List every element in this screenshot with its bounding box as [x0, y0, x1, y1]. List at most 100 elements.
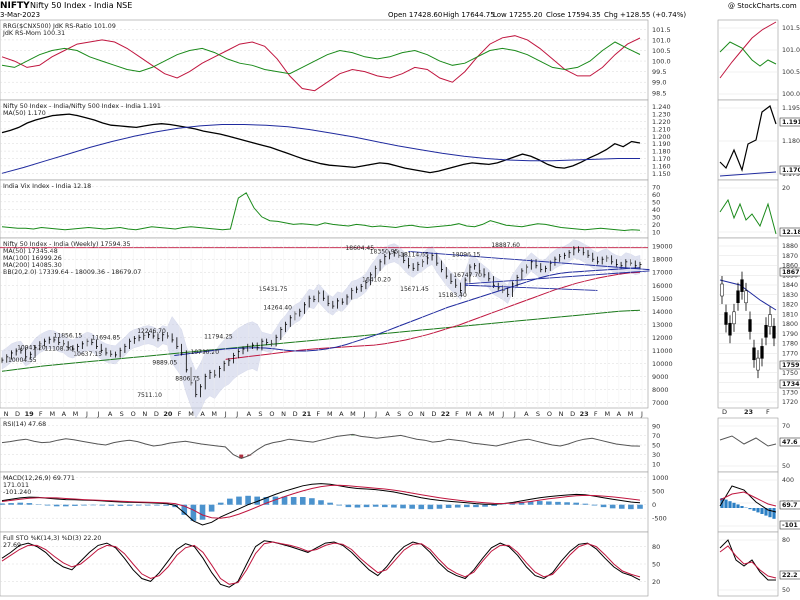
vix-tick-label: 20	[652, 221, 660, 229]
symbol-title: NIFTY	[0, 1, 30, 11]
price-annotation: 10941.20	[17, 345, 46, 352]
rsi-tick-label: 90	[652, 422, 660, 430]
x-axis-label: A	[617, 410, 622, 418]
x-axis-label: F	[39, 410, 43, 418]
inset-value-label: 1.170	[782, 167, 800, 174]
chart-header: NIFTY Nifty 50 Index - India NSE 3-Mar-2…	[0, 1, 797, 19]
x-axis-label: F	[178, 410, 182, 418]
macd-histogram-bar	[336, 504, 343, 506]
macd-histogram-bar	[290, 497, 297, 505]
price-legend-entry: MA(50) 17345.48	[3, 248, 58, 255]
inset-price-candle	[752, 347, 756, 361]
x-axis-label: A	[200, 410, 205, 418]
chart-date: 3-Mar-2023	[0, 11, 40, 19]
macd-histogram-bar	[318, 500, 324, 505]
ratio-tick-label: 1.180	[652, 148, 671, 156]
sto-legend-entry: Full STO %K(14,3) %D(3) 22.20	[3, 535, 101, 542]
brand-label: @ StockCharts.com	[728, 2, 797, 10]
inset-macd-hist-bar	[756, 508, 760, 513]
inset-rsi-line	[719, 435, 777, 447]
low-value: Low 17255.20	[493, 11, 542, 19]
inset-tick-label: 1.180	[782, 138, 800, 145]
rsi-tick-label: 70	[652, 432, 660, 440]
price-tick-label: 9000	[652, 373, 669, 381]
macd-histogram-bar	[637, 504, 643, 509]
inset-panel-sto: 80 50	[717, 531, 790, 597]
inset-macd-hist-bar	[724, 499, 728, 508]
price-annotation: 11694.85	[92, 334, 121, 341]
inset-macd-hist-bar	[772, 508, 776, 519]
x-axis-label: J	[363, 410, 366, 418]
inset-tick-label: 1830	[782, 292, 798, 299]
macd-histogram-bar	[382, 504, 388, 508]
x-axis-label: M	[489, 410, 495, 418]
x-axis-label: J	[374, 410, 377, 418]
macd-histogram-bar	[26, 503, 33, 505]
macd-histogram-bar	[208, 504, 215, 512]
macd-histogram-bar	[618, 504, 625, 509]
inset-price-candle	[728, 322, 732, 336]
macd-histogram-bar	[154, 504, 160, 506]
price-annotation: 15671.45	[400, 286, 429, 293]
trendline	[408, 250, 650, 271]
macd-histogram-bar	[573, 502, 579, 505]
x-axis-label: 20	[163, 410, 173, 418]
x-axis-label: S	[258, 410, 262, 418]
inset-price-candle	[724, 312, 728, 325]
inset-frame	[717, 417, 779, 473]
x-axis-label: M	[73, 410, 79, 418]
price-annotation: 11108.30	[44, 345, 73, 352]
inset-macd-hist-bar	[760, 508, 764, 514]
inset-price-candle	[756, 357, 760, 371]
ratio-legend-entry: Nifty 50 Index - India/Nifty 500 Index -…	[3, 103, 161, 110]
macd-histogram-bar	[436, 504, 443, 509]
inset-tick-label: 1880	[782, 243, 798, 250]
price-tick-label: 19000	[652, 243, 673, 251]
inset-tick-label: 80	[782, 537, 790, 544]
inset-value-label: 47.6	[782, 439, 798, 446]
inset-tick-label: 1860	[782, 263, 798, 270]
macd-histogram-bar	[272, 496, 279, 505]
macd-histogram-bar	[372, 504, 379, 507]
ratio-tick-label: 1.210	[652, 125, 671, 133]
x-axis-label: 21	[302, 410, 312, 418]
rrg-legend-entry: RRG($CNX500) JdK RS-Ratio 101.09	[3, 23, 116, 30]
trendline	[465, 284, 598, 291]
macd-tick-label: 500	[652, 488, 664, 496]
sto-tick-label: 50	[652, 561, 660, 569]
inset-tick-label: 100.5	[782, 69, 800, 76]
macd-histogram-bar	[482, 504, 488, 507]
price-tick-label: 10000	[652, 360, 673, 368]
inset-tick-label: 1820	[782, 302, 798, 309]
macd-histogram-bar	[190, 504, 197, 521]
macd-series-line	[1, 484, 641, 519]
price-legend-entry: BB(20,2.0) 17339.64 - 18009.36 - 18679.0…	[3, 269, 141, 276]
x-axis-label: D	[15, 410, 20, 418]
inset-value-box	[779, 437, 800, 447]
macd-legend-entry: MACD(12,26,9) 69.771	[3, 475, 75, 482]
inset-tick-label: 1730	[782, 389, 798, 396]
macd-histogram-bar	[135, 504, 142, 506]
high-value: High 17644.75	[443, 11, 495, 19]
macd-histogram-bar	[245, 495, 251, 505]
ratio-tick-label: 1.220	[652, 118, 671, 126]
macd-histogram-bar	[518, 502, 525, 505]
inset-value-box	[779, 360, 800, 370]
x-axis-label: S	[120, 410, 124, 418]
macd-histogram-bar	[44, 504, 51, 506]
inset-price-candle	[760, 346, 764, 359]
macd-histogram-bar	[464, 504, 470, 508]
x-axis-label: A	[108, 410, 113, 418]
x-axis-label: J	[97, 410, 100, 418]
x-axis-label: M	[605, 410, 611, 418]
inset-value-box	[779, 165, 800, 175]
macd-tick-label: -500	[652, 515, 667, 523]
rrg-frame	[0, 19, 649, 101]
x-axis-label: O	[269, 410, 274, 418]
vix-tick-label: 60	[652, 191, 660, 199]
x-axis-label: M	[350, 410, 356, 418]
macd-histogram-bar	[217, 502, 224, 505]
